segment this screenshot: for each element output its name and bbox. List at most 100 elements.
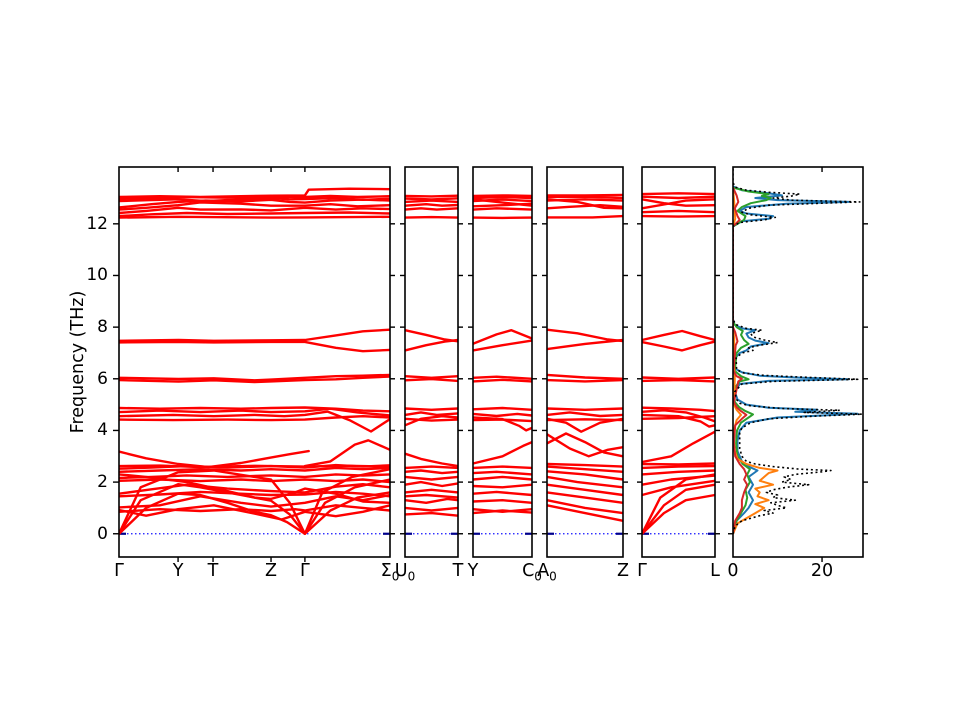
phonon-band [404,480,459,488]
phonon-band [404,202,459,207]
phonon-band [546,465,624,473]
phonon-band [118,473,391,504]
phonon-band [641,378,716,383]
phonon-band [546,195,624,200]
phonon-band [472,475,533,481]
phonon-band [641,209,716,214]
y-tick-label: 6 [97,368,108,389]
phonon-band [118,504,391,521]
x-tick-label: 0 [727,561,739,581]
phonon-band [546,214,624,219]
phonon-band [546,203,624,210]
phonon-band [546,462,624,468]
x-tick-label: C0 [522,561,542,584]
phonon-band [641,479,716,497]
phonon-band [472,508,533,513]
phonon-band [641,409,716,423]
phonon-band [472,198,533,203]
phonon-band [118,415,391,422]
phonon-band [303,439,391,468]
phonon-band [641,483,716,535]
phonon-band [404,411,459,417]
x-tick-label: Z [265,561,278,581]
phonon-band [472,490,533,497]
band-panel-Y-C0 [472,194,533,535]
phonon-band [404,338,459,352]
phonon-band [118,490,391,498]
partial-dos-red-curve [732,187,749,534]
phonon-band [404,207,459,211]
phonon-band [118,491,391,535]
phonon-band [546,491,624,504]
phonon-band [118,340,391,353]
x-tick-label: Σ0 [380,561,400,584]
phonon-band [546,328,624,343]
panel-frame [546,166,624,558]
phonon-band [641,415,716,420]
phonon-band [404,493,459,499]
phonon-band [546,407,624,411]
partial-dos-green-curve [732,186,772,535]
phonon-band [472,339,533,352]
dos-panel [732,167,863,535]
phonon-band [641,469,716,476]
phonon-band [118,407,391,417]
phonon-band [472,470,533,476]
phonon-band [641,198,716,207]
phonon-band [118,483,391,495]
x-tick-label: T [452,561,464,581]
phonon-band [404,194,459,198]
phonon-band [546,432,624,458]
phonon-band [118,187,391,199]
phonon-band [404,417,459,422]
x-tick-label: Γ [300,561,310,581]
phonon-band [546,418,624,422]
phonon-band [404,452,459,468]
phonon-band [641,376,716,380]
x-tick-label: Y [172,561,184,581]
phonon-band [118,473,391,480]
panel-frame [118,166,391,558]
phonon-band [472,483,533,489]
phonon-band [404,497,459,504]
phonon-band [546,378,624,383]
phonon-band [118,196,391,203]
x-tick-label: Z [617,561,629,581]
phonon-band [546,475,624,489]
phonon-band [118,215,391,219]
panel-frame [641,166,716,558]
phonon-band [472,207,533,211]
phonon-band [118,375,391,384]
phonon-band [404,475,459,481]
phonon-band [118,373,391,382]
phonon-band [118,449,310,469]
phonon-band [641,464,716,470]
phonon-band [472,194,533,198]
phonon-band [118,211,391,218]
phonon-band [641,214,716,218]
phonon-band [404,407,459,411]
total-dos-curve [732,167,863,535]
phonon-band [404,197,459,201]
phonon-band [118,206,391,215]
phonon-band [118,464,391,469]
phonon-band [472,202,533,208]
phonon-band [641,474,716,486]
band-panel-A0-Z [546,193,624,535]
phonon-band [404,506,459,512]
phonon-band [641,195,716,200]
phonon-band [472,509,533,515]
x-tick-label: Γ [114,561,124,581]
phonon-band [404,329,459,343]
phonon-band [641,406,716,413]
y-tick-label: 10 [86,265,108,286]
phonon-band [472,406,533,411]
phonon-band [404,375,459,379]
phonon-band [404,465,459,470]
phonon-band [546,483,624,497]
phonon-band [641,340,716,352]
phonon-band [118,410,391,433]
phonon-band [472,440,533,465]
